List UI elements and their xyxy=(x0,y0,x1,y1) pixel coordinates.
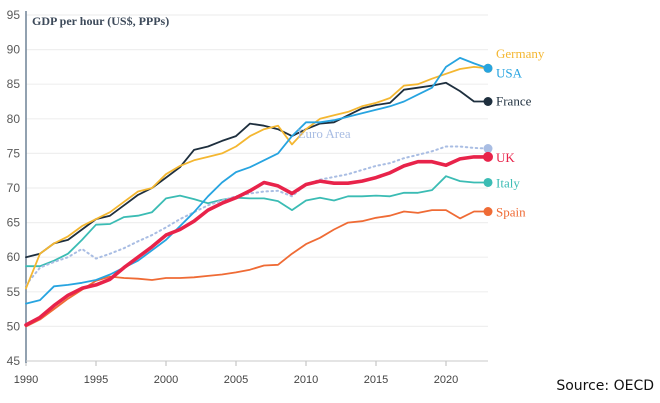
y-tick-label: 90 xyxy=(7,43,21,57)
series-label-germany: Germany xyxy=(496,46,545,61)
y-axis-ticks: 45 50 55 60 65 70 75 80 85 90 95 xyxy=(7,8,21,368)
series-line-euro-area xyxy=(25,145,489,286)
series-label-spain: Spain xyxy=(496,205,526,220)
y-tick-label: 85 xyxy=(7,77,21,91)
y-tick-label: 95 xyxy=(7,8,21,22)
series-labels: Spain Italy Euro Area France Germany USA UK xyxy=(298,46,545,220)
chart-title: GDP per hour (US$, PPPs) xyxy=(32,14,169,28)
series-label-italy: Italy xyxy=(496,175,520,190)
series-line-italy xyxy=(25,175,489,268)
series-line-uk xyxy=(24,155,490,327)
x-tick-label: 2000 xyxy=(154,374,178,386)
x-tick-label: 1995 xyxy=(84,374,108,386)
series-endpoint-usa xyxy=(483,63,493,73)
x-tick-label: 2005 xyxy=(224,374,248,386)
series-label-france: France xyxy=(496,94,532,109)
series-label-usa: USA xyxy=(496,65,523,80)
series-line-usa xyxy=(25,57,489,305)
series-label-euro-area: Euro Area xyxy=(298,126,351,141)
series-endpoint-spain xyxy=(483,207,493,217)
series-label-uk: UK xyxy=(496,150,515,165)
y-tick-label: 55 xyxy=(7,285,21,299)
source-note: Source: OECD xyxy=(556,378,654,394)
x-tick-label: 2015 xyxy=(364,374,388,386)
series-endpoint-france xyxy=(483,97,493,106)
y-tick-label: 75 xyxy=(7,146,21,160)
series-endpoint-uk xyxy=(483,151,493,162)
x-tick-label: 2020 xyxy=(434,374,458,386)
series-endpoint-italy xyxy=(483,177,493,187)
x-axis-ticks: 1990 1995 2000 2005 2010 2015 2020 xyxy=(14,361,458,386)
series-endpoint-euro-area xyxy=(483,144,493,154)
x-tick-label: 1990 xyxy=(14,374,38,386)
y-tick-label: 50 xyxy=(7,319,21,333)
series-lines xyxy=(24,57,493,328)
x-tick-label: 2010 xyxy=(294,374,318,386)
y-tick-label: 80 xyxy=(7,112,21,126)
y-tick-label: 60 xyxy=(7,250,21,264)
series-line-spain xyxy=(25,209,489,328)
y-tick-label: 45 xyxy=(7,354,21,368)
y-tick-label: 70 xyxy=(7,181,21,195)
y-tick-label: 65 xyxy=(7,216,21,230)
series-line-germany xyxy=(25,66,489,290)
series-line-france xyxy=(25,81,489,259)
